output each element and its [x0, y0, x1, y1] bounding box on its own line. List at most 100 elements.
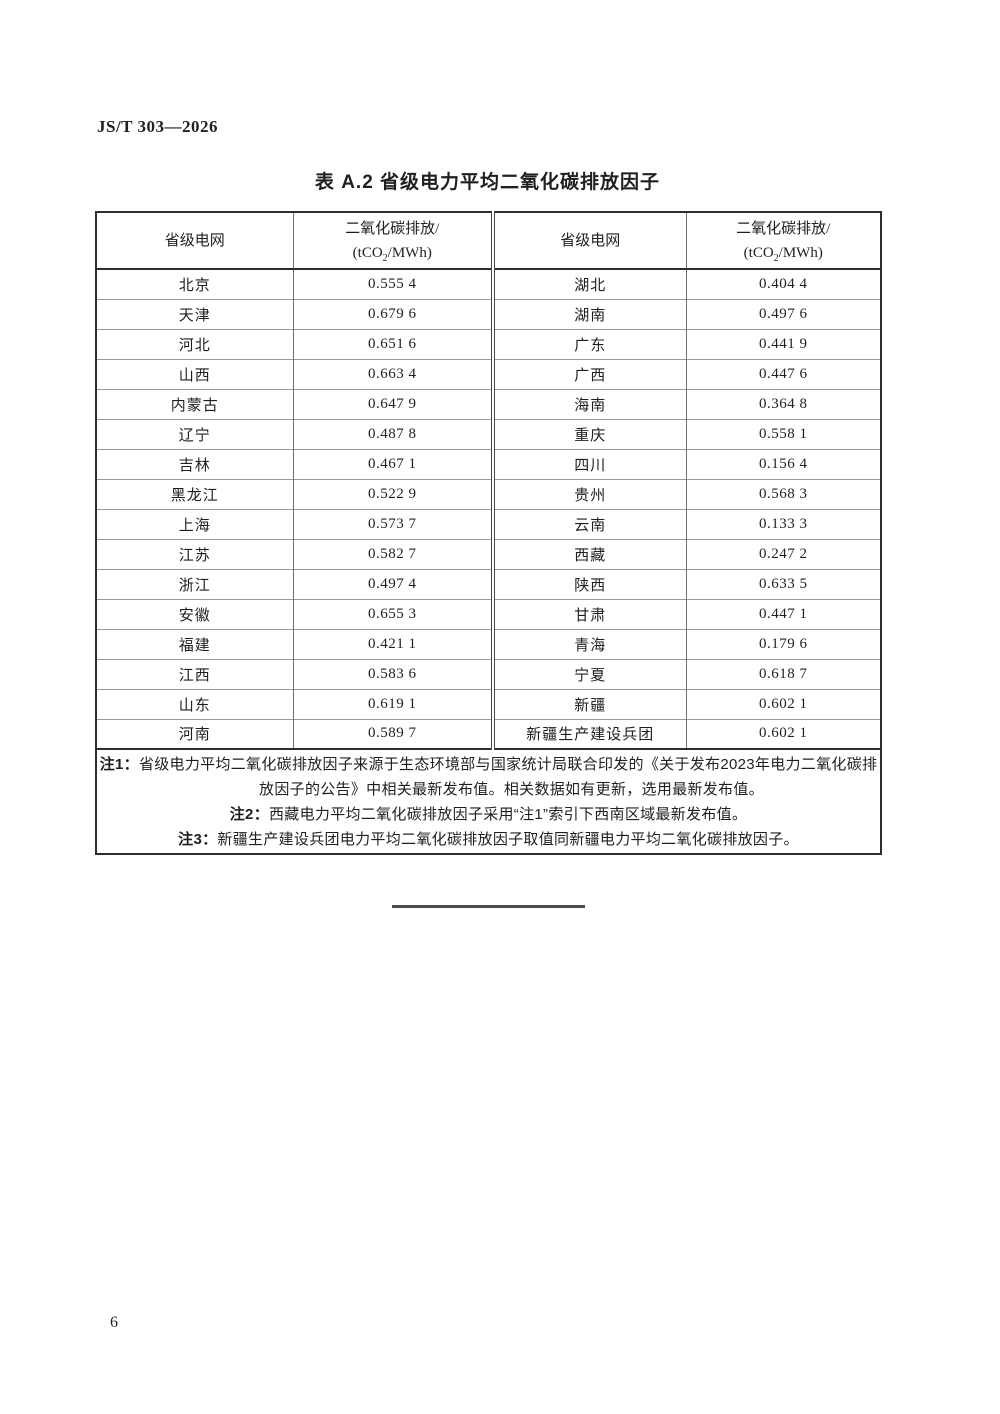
- province-cell-left: 河北: [96, 328, 294, 359]
- table-row: 安徽 0.655 3 甘肃 0.447 1: [96, 598, 881, 629]
- value-cell-left: 0.582 7: [293, 538, 495, 569]
- header-emission-left-unit: (tCO2/MWh): [352, 244, 432, 264]
- header-emission-right-line1: 二氧化碳排放/: [736, 220, 831, 237]
- table-header-row: 省级电网 二氧化碳排放/ (tCO2/MWh) 省级电网 二氧化碳排放/ (tC…: [96, 212, 881, 270]
- value-cell-right: 0.441 9: [686, 328, 881, 359]
- province-cell-right: 贵州: [493, 478, 687, 509]
- province-cell-right: 西藏: [493, 538, 687, 569]
- table-row: 上海 0.573 7 云南 0.133 3: [96, 508, 881, 539]
- value-cell-right: 0.133 3: [686, 508, 881, 539]
- value-cell-left: 0.573 7: [293, 508, 495, 539]
- note-label: 注3：: [178, 830, 218, 848]
- header-emission-right: 二氧化碳排放/ (tCO2/MWh): [686, 212, 881, 270]
- province-cell-left: 辽宁: [96, 418, 294, 449]
- value-cell-left: 0.679 6: [293, 298, 495, 329]
- province-cell-right: 海南: [493, 388, 687, 419]
- province-cell-right: 重庆: [493, 418, 687, 449]
- table-row: 天津 0.679 6 湖南 0.497 6: [96, 298, 881, 329]
- table-rows: 北京 0.555 4 湖北 0.404 4 天津 0.679 6 湖南 0.49…: [96, 269, 881, 749]
- note-label: 注1：: [99, 755, 139, 773]
- table-row: 黑龙江 0.522 9 贵州 0.568 3: [96, 478, 881, 509]
- value-cell-right: 0.497 6: [686, 298, 881, 329]
- province-cell-right: 广东: [493, 328, 687, 359]
- value-cell-right: 0.179 6: [686, 628, 881, 659]
- province-cell-right: 湖北: [493, 269, 687, 299]
- table-row: 内蒙古 0.647 9 海南 0.364 8: [96, 388, 881, 419]
- end-divider-rule: [392, 905, 585, 908]
- province-cell-right: 广西: [493, 358, 687, 389]
- value-cell-left: 0.555 4: [293, 269, 495, 299]
- notes-cell: 注1：省级电力平均二氧化碳排放因子来源于生态环境部与国家统计局联合印发的《关于发…: [96, 748, 881, 854]
- province-cell-right: 青海: [493, 628, 687, 659]
- province-cell-left: 江苏: [96, 538, 294, 569]
- header-emission-left-line1: 二氧化碳排放/: [345, 220, 440, 237]
- value-cell-right: 0.247 2: [686, 538, 881, 569]
- table-row: 山东 0.619 1 新疆 0.602 1: [96, 688, 881, 719]
- value-cell-left: 0.663 4: [293, 358, 495, 389]
- value-cell-right: 0.364 8: [686, 388, 881, 419]
- table-row: 江苏 0.582 7 西藏 0.247 2: [96, 538, 881, 569]
- header-emission-left: 二氧化碳排放/ (tCO2/MWh): [293, 212, 495, 270]
- value-cell-right: 0.602 1: [686, 688, 881, 719]
- table-row: 辽宁 0.487 8 重庆 0.558 1: [96, 418, 881, 449]
- value-cell-right: 0.156 4: [686, 448, 881, 479]
- value-cell-left: 0.655 3: [293, 598, 495, 629]
- table-row: 福建 0.421 1 青海 0.179 6: [96, 628, 881, 659]
- note-text: 新疆生产建设兵团电力平均二氧化碳排放因子取值同新疆电力平均二氧化碳排放因子。: [217, 830, 799, 848]
- header-grid-left-label: 省级电网: [164, 232, 225, 249]
- province-cell-left: 上海: [96, 508, 294, 539]
- table-title: 表 A.2 省级电力平均二氧化碳排放因子: [314, 172, 661, 193]
- value-cell-right: 0.447 1: [686, 598, 881, 629]
- province-cell-left: 安徽: [96, 598, 294, 629]
- table-row: 山西 0.663 4 广西 0.447 6: [96, 358, 881, 389]
- header-grid-right: 省级电网: [493, 212, 687, 270]
- value-cell-left: 0.467 1: [293, 448, 495, 479]
- province-cell-left: 河南: [96, 718, 294, 749]
- province-cell-right: 四川: [493, 448, 687, 479]
- province-cell-right: 新疆: [493, 688, 687, 719]
- header-emission-right-unit: (tCO2/MWh): [743, 244, 823, 264]
- table-row: 吉林 0.467 1 四川 0.156 4: [96, 448, 881, 479]
- value-cell-left: 0.619 1: [293, 688, 495, 719]
- province-cell-right: 宁夏: [493, 658, 687, 689]
- value-cell-left: 0.583 6: [293, 658, 495, 689]
- value-cell-right: 0.602 1: [686, 718, 881, 749]
- table-notes-section: 注1：省级电力平均二氧化碳排放因子来源于生态环境部与国家统计局联合印发的《关于发…: [96, 748, 881, 854]
- page-number: 6: [110, 1314, 118, 1331]
- province-cell-left: 北京: [96, 269, 294, 299]
- province-cell-left: 山西: [96, 358, 294, 389]
- emission-factor-table: 省级电网 二氧化碳排放/ (tCO2/MWh) 省级电网 二氧化碳排放/ (tC…: [95, 211, 882, 855]
- province-cell-right: 云南: [493, 508, 687, 539]
- value-cell-left: 0.651 6: [293, 328, 495, 359]
- table-row: 浙江 0.497 4 陕西 0.633 5: [96, 568, 881, 599]
- table-row: 北京 0.555 4 湖北 0.404 4: [96, 269, 881, 299]
- value-cell-right: 0.404 4: [759, 275, 808, 292]
- note-label: 注2：: [229, 805, 269, 823]
- province-cell-right: 新疆生产建设兵团: [493, 718, 687, 749]
- table-note: 注3：新疆生产建设兵团电力平均二氧化碳排放因子取值同新疆电力平均二氧化碳排放因子…: [97, 827, 880, 852]
- province-cell-left: 吉林: [96, 448, 294, 479]
- table-note: 注2：西藏电力平均二氧化碳排放因子采用“注1”索引下西南区域最新发布值。: [97, 802, 880, 827]
- value-cell-left: 0.647 9: [293, 388, 495, 419]
- value-cell-left: 0.487 8: [293, 418, 495, 449]
- province-cell-left: 内蒙古: [96, 388, 294, 419]
- table-row: 河南 0.589 7 新疆生产建设兵团 0.602 1: [96, 718, 881, 749]
- province-cell-left: 浙江: [96, 568, 294, 599]
- standard-number: JS/T 303—2026: [97, 117, 218, 136]
- table-row: 河北 0.651 6 广东 0.441 9: [96, 328, 881, 359]
- value-cell-right: 0.618 7: [686, 658, 881, 689]
- province-cell-right: 陕西: [493, 568, 687, 599]
- province-cell-left: 山东: [96, 688, 294, 719]
- value-cell-right: 0.447 6: [686, 358, 881, 389]
- note-text: 省级电力平均二氧化碳排放因子来源于生态环境部与国家统计局联合印发的《关于发布20…: [138, 755, 878, 798]
- province-cell-left: 江西: [96, 658, 294, 689]
- header-grid-right-label: 省级电网: [560, 232, 621, 249]
- table-note: 注1：省级电力平均二氧化碳排放因子来源于生态环境部与国家统计局联合印发的《关于发…: [97, 752, 880, 802]
- table-header: 省级电网 二氧化碳排放/ (tCO2/MWh) 省级电网 二氧化碳排放/ (tC…: [96, 212, 881, 270]
- notes-row: 注1：省级电力平均二氧化碳排放因子来源于生态环境部与国家统计局联合印发的《关于发…: [96, 748, 881, 854]
- value-cell-left: 0.589 7: [293, 718, 495, 749]
- value-cell-right: 0.633 5: [686, 568, 881, 599]
- note-text: 西藏电力平均二氧化碳排放因子采用“注1”索引下西南区域最新发布值。: [269, 805, 748, 823]
- province-cell-left: 天津: [96, 298, 294, 329]
